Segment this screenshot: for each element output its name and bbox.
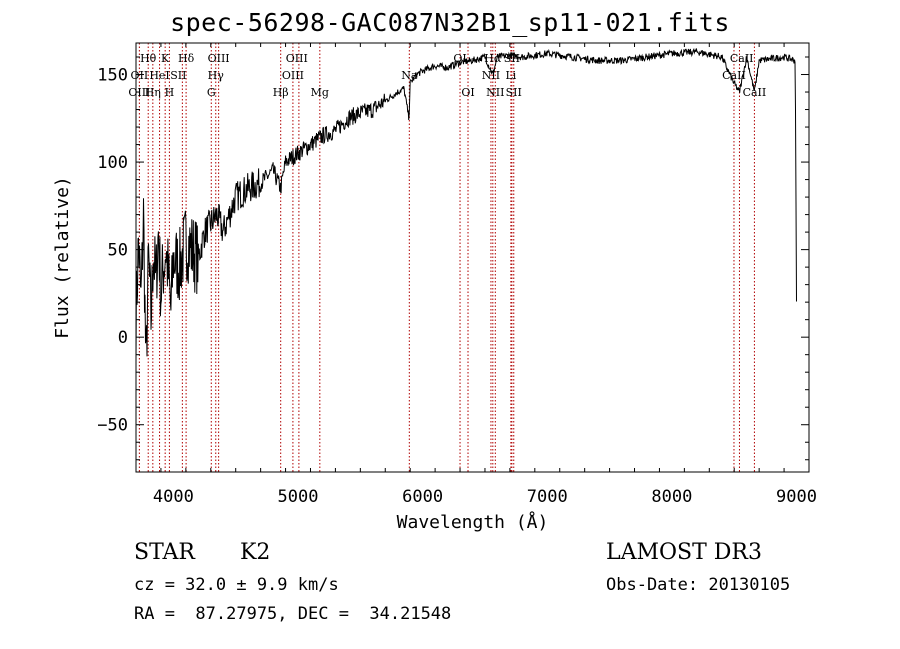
- spectral-line-label: NII: [486, 86, 504, 99]
- plot-frame: [135, 42, 810, 473]
- spectral-line-label: K: [161, 52, 170, 65]
- obs-date: Obs-Date: 20130105: [606, 575, 791, 595]
- spectral-line-label: SII: [504, 52, 520, 65]
- spectral-line-label: OI: [453, 52, 466, 65]
- spectral-line-label: OIII: [208, 52, 230, 65]
- x-tick-label: 6000: [402, 487, 443, 507]
- y-axis-title: Flux (relative): [52, 176, 73, 339]
- spectral-line-label: OIII: [128, 86, 150, 99]
- spectral-line-label: Mg: [311, 86, 329, 99]
- x-tick-label: 5000: [278, 487, 319, 507]
- spectral-line-label: Li: [505, 69, 516, 82]
- spectral-line-label: NII: [482, 69, 500, 82]
- spectral-line-label: Hη: [145, 86, 161, 99]
- survey-label: LAMOST DR3: [606, 540, 762, 565]
- spectral-line-label: CaII: [730, 52, 754, 65]
- spectral-line-label: OII: [131, 69, 149, 82]
- spectral-line-label: Hθ: [140, 52, 157, 65]
- x-tick-label: 9000: [776, 487, 817, 507]
- chart-title: spec-56298-GAC087N32B1_sp11-021.fits: [170, 8, 730, 37]
- y-tick-label: 100: [97, 153, 128, 173]
- spectral-line-label: OIII: [282, 69, 304, 82]
- spectral-line-label: CaII: [743, 86, 767, 99]
- spectral-line-label: SII: [170, 69, 186, 82]
- spectral-line-label: Hα: [484, 52, 502, 65]
- x-tick-label: 8000: [651, 487, 692, 507]
- spectral-line-label: OIII: [286, 52, 308, 65]
- y-tick-label: 50: [108, 241, 128, 261]
- y-tick-label: −50: [97, 416, 128, 436]
- x-tick-label: 7000: [527, 487, 568, 507]
- spectral-line-label: Na: [401, 69, 418, 82]
- spectrum-series: [135, 47, 797, 360]
- spectral-line-label: Hγ: [208, 69, 225, 82]
- spectral-line-label: G: [207, 86, 216, 99]
- spectral-line-label: OI: [461, 86, 474, 99]
- x-axis-title: Wavelength (Å): [397, 511, 549, 533]
- object-class: STAR: [134, 540, 195, 565]
- y-tick-label: 0: [118, 328, 128, 348]
- spectral-line-label: Hβ: [273, 86, 289, 99]
- object-subclass: K2: [240, 540, 271, 565]
- x-tick-label: 4000: [153, 487, 194, 507]
- spectral-line-label: H: [165, 86, 175, 99]
- spectral-line-label: SII: [506, 86, 522, 99]
- y-tick-label: 150: [97, 66, 128, 86]
- spectral-line-label: CaII: [722, 69, 746, 82]
- coordinates: RA = 87.27975, DEC = 34.21548: [134, 604, 452, 624]
- spectral-line-label: HeI: [149, 69, 169, 82]
- spectral-line-label: Hδ: [178, 52, 195, 65]
- redshift-value: cz = 32.0 ± 9.9 km/s: [134, 575, 339, 595]
